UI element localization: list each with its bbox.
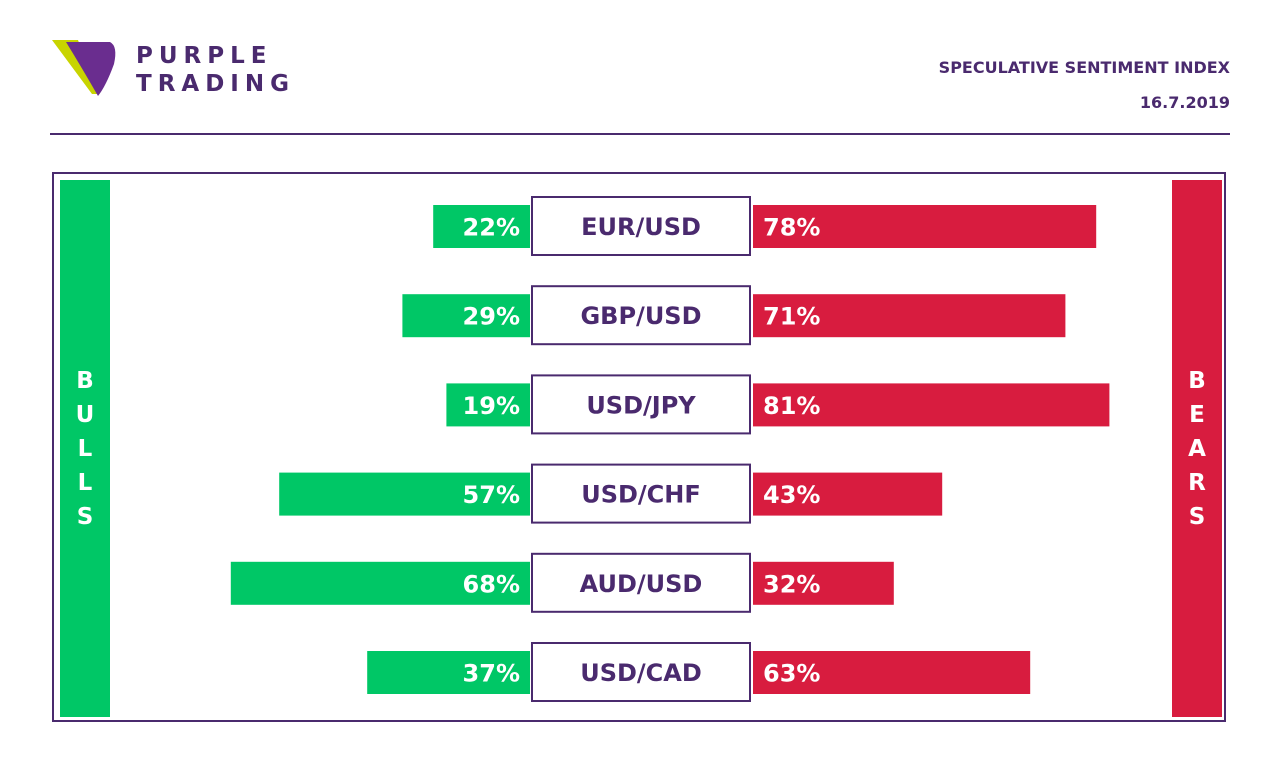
bulls-label-letter: L — [77, 469, 93, 496]
pair-label: EUR/USD — [581, 213, 701, 241]
pair-box — [531, 196, 751, 256]
chart-frame — [52, 172, 1226, 722]
bears-bar — [753, 294, 1066, 338]
report-date: 16.7.2019 — [1139, 93, 1230, 112]
bulls-bar — [433, 205, 530, 248]
pair-box — [531, 463, 751, 524]
bears-value-label: 78% — [763, 214, 820, 242]
pair-label: USD/CAD — [580, 659, 702, 687]
bulls-value-label: 29% — [463, 303, 520, 331]
pair-label: USD/JPY — [586, 391, 696, 419]
pair-label: USD/CHF — [581, 481, 701, 509]
bulls-label-letter: B — [76, 367, 94, 394]
pair-box — [531, 552, 751, 613]
pair-box — [531, 642, 751, 702]
pair-label: AUD/USD — [580, 570, 703, 598]
bulls-bar — [230, 561, 531, 605]
bears-label-letter: S — [1188, 503, 1206, 530]
bears-bar — [753, 472, 943, 516]
bulls-bar — [279, 472, 530, 516]
bears-side-banner: B E A R S — [1172, 180, 1222, 717]
bulls-bar — [446, 383, 530, 427]
purple-trading-logo-icon — [52, 40, 116, 96]
brand-line-1: PURPLE — [136, 43, 273, 69]
bulls-label-letter: L — [77, 435, 93, 462]
bears-bar — [753, 651, 1031, 694]
bulls-value-label: 57% — [463, 481, 520, 509]
bulls-value-label: 22% — [463, 214, 520, 242]
bears-value-label: 43% — [763, 481, 820, 509]
pair-label: GBP/USD — [580, 302, 701, 330]
bears-value-label: 63% — [763, 660, 820, 688]
bulls-value-label: 68% — [463, 570, 520, 598]
page-title: SPECULATIVE SENTIMENT INDEX — [938, 58, 1230, 77]
brand-line-2: TRADING — [136, 71, 295, 97]
bulls-side-banner: B U L L S — [60, 180, 110, 717]
bears-bar — [753, 383, 1110, 427]
bulls-value-label: 19% — [463, 392, 520, 420]
brand-logo: PURPLE TRADING — [52, 40, 312, 100]
brand-name: PURPLE TRADING — [136, 42, 295, 98]
bears-value-label: 81% — [763, 392, 820, 420]
bulls-bar — [367, 651, 530, 694]
bears-label-letter: B — [1188, 367, 1206, 394]
bears-label-letter: E — [1189, 401, 1205, 428]
bulls-bar — [402, 294, 530, 338]
bears-value-label: 32% — [763, 570, 820, 598]
bears-value-label: 71% — [763, 303, 820, 331]
bears-label-letter: A — [1188, 435, 1206, 462]
bulls-value-label: 37% — [463, 660, 520, 688]
bulls-label-letter: S — [76, 503, 94, 530]
bulls-label-letter: U — [75, 401, 95, 428]
header-divider — [50, 133, 1230, 135]
pair-box — [531, 285, 751, 346]
bears-label-letter: R — [1188, 469, 1206, 496]
pair-box — [531, 374, 751, 435]
bears-bar — [753, 205, 1097, 248]
bears-bar — [753, 561, 894, 605]
